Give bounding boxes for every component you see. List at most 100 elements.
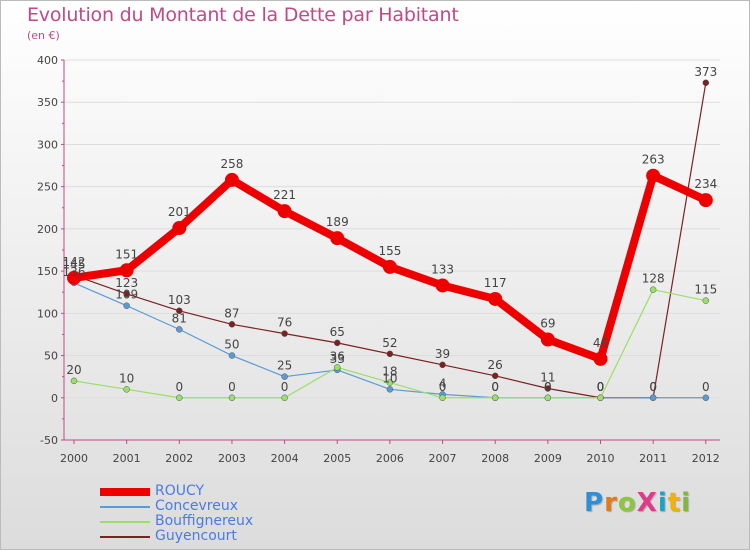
data-label-roucy: 117 [484,276,507,290]
data-point-guyencourt [123,290,130,298]
legend-label-roucy: ROUCY [155,483,205,499]
logo-letter: r [604,488,618,518]
data-label-roucy: 46 [593,336,608,350]
data-point-bouffignereux [70,377,78,385]
data-point-bouffignereux [228,394,236,402]
data-point-roucy [277,204,292,219]
data-label-roucy: 69 [540,317,555,331]
data-label-bouffignereux: 0 [228,380,236,394]
data-label-guyencourt: 145 [63,257,86,271]
legend-label-bouffignereux: Bouffignereux [155,513,254,529]
data-point-bouffignereux [386,379,394,386]
x-tick-label: 2008 [481,452,509,465]
x-tick-label: 2000 [60,452,88,465]
logo-letter: i [657,488,668,518]
data-point-guyencourt [228,321,236,328]
data-point-concevreux [228,352,236,359]
data-label-concevreux: 10 [382,371,397,385]
data-label-roucy: 221 [273,188,296,202]
data-label-guyencourt: 26 [488,358,503,372]
data-label-bouffignereux: 0 [175,380,183,394]
proxiti-logo: ProXiti [584,488,691,518]
legend-swatch-concevreux [100,506,150,508]
data-label-guyencourt: 65 [330,325,345,339]
data-label-bouffignereux: 18 [382,365,397,379]
x-tick-label: 2003 [218,452,246,465]
data-point-roucy [172,221,187,236]
data-point-roucy [540,332,555,347]
y-tick-label: -50 [40,434,58,447]
data-point-bouffignereux [176,394,183,402]
data-point-roucy [646,168,661,183]
data-label-bouffignereux: 128 [642,272,665,286]
data-point-roucy [224,172,239,187]
data-label-guyencourt: 39 [435,347,450,361]
data-label-roucy: 133 [431,262,454,276]
logo-letter: i [681,488,692,518]
data-label-guyencourt: 76 [277,316,292,330]
data-point-guyencourt [386,350,394,358]
x-tick-label: 2001 [113,452,141,465]
y-tick-label: 250 [37,181,58,194]
data-point-concevreux [281,373,288,380]
data-label-concevreux: 0 [702,380,710,394]
data-point-guyencourt [439,361,446,369]
data-point-concevreux [386,386,394,393]
data-label-concevreux: 0 [544,380,552,394]
data-point-bouffignereux [702,297,710,304]
data-label-roucy: 151 [115,247,138,261]
chart-unit: (en €) [27,29,60,42]
data-point-guyencourt [491,372,499,380]
data-label-roucy: 263 [642,153,665,167]
data-point-bouffignereux [649,286,657,293]
y-tick-label: 0 [51,392,58,405]
chart-title: Evolution du Montant de la Dette par Hab… [27,4,459,26]
data-label-concevreux: 109 [115,288,138,302]
data-label-roucy: 155 [378,244,401,258]
data-label-roucy: 234 [694,177,717,191]
data-label-guyencourt: 103 [168,293,191,307]
legend-label-guyencourt: Guyencourt [155,528,237,544]
data-label-bouffignereux: 0 [597,380,605,394]
data-label-guyencourt: 0 [597,380,605,394]
y-tick-label: 400 [37,54,58,67]
data-label-concevreux: 25 [277,359,292,373]
data-label-bouffignereux: 115 [694,283,717,297]
data-label-bouffignereux: 36 [330,349,345,363]
data-point-concevreux [649,394,657,402]
data-point-bouffignereux [123,386,130,393]
data-point-concevreux [123,302,130,309]
x-tick-label: 2005 [323,452,351,465]
x-tick-label: 2006 [376,452,404,465]
y-tick-label: 150 [37,265,58,278]
data-label-guyencourt: 52 [382,336,397,350]
legend-swatch-bouffignereux [100,521,150,523]
x-tick-label: 2012 [692,452,720,465]
x-tick-label: 2002 [165,452,193,465]
x-tick-label: 2009 [534,452,562,465]
x-tick-label: 2004 [271,452,299,465]
data-point-bouffignereux [281,394,288,402]
data-point-guyencourt [702,79,710,87]
data-point-roucy [593,351,608,366]
data-label-roucy: 201 [168,205,191,219]
y-tick-label: 200 [37,223,58,236]
data-point-concevreux [176,326,183,333]
data-label-concevreux: 50 [224,338,239,352]
data-point-roucy [119,263,134,278]
data-label-bouffignereux: 10 [119,371,134,385]
data-point-roucy [698,193,713,208]
legend-swatch-guyencourt [100,536,150,538]
logo-letter: X [636,488,658,518]
x-tick-label: 2007 [429,452,457,465]
data-point-bouffignereux [334,364,341,371]
data-point-roucy [67,270,81,285]
data-label-concevreux: 4 [439,376,447,390]
data-label-concevreux: 136 [63,265,86,279]
data-label-bouffignereux: 20 [66,363,81,377]
logo-letter: o [617,488,637,518]
y-tick-label: 50 [44,350,58,363]
data-point-roucy [382,259,397,274]
x-tick-label: 2011 [639,452,667,465]
